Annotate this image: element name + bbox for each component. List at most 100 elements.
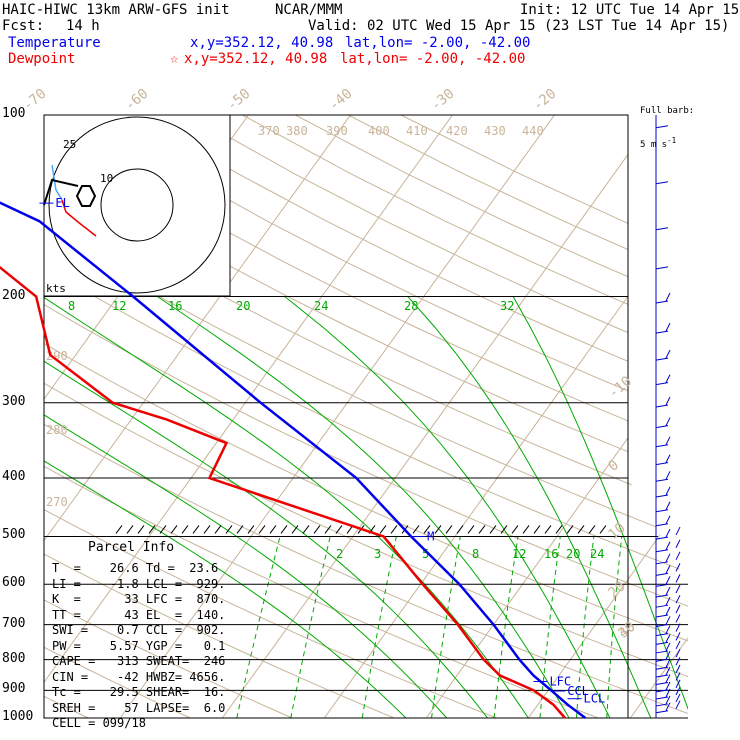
mixing-ratio-label: 8 — [472, 547, 479, 561]
pressure-tick-label: 900 — [2, 681, 26, 697]
temperature-latlon: lat,lon= -2.00, -42.00 — [345, 35, 531, 51]
dry-adiabat-line — [44, 115, 599, 718]
wind-barb — [675, 584, 681, 594]
wind-barb — [665, 625, 671, 634]
isotherm-line — [732, 115, 740, 718]
isotherm-line — [527, 115, 688, 718]
wind-barb — [655, 181, 669, 185]
dry-adiabat-line — [44, 115, 191, 718]
init-time: Init: 12 UTC Tue 14 Apr 15 — [520, 2, 740, 18]
wind-barb — [665, 436, 671, 446]
parcel-info-row: K = 33 LFC = 870. — [52, 592, 226, 606]
isotherm-line — [44, 115, 249, 718]
dry-adiabat-line — [44, 115, 688, 718]
dry-adiabat-line — [44, 115, 395, 718]
hatch-mark — [445, 525, 453, 534]
dry-adiabat-line — [295, 115, 688, 718]
pressure-tick-label: 400 — [2, 469, 26, 485]
hodograph-ring-10 — [100, 168, 174, 242]
wind-barb — [655, 594, 669, 598]
pressure-tick-label: 500 — [2, 527, 26, 543]
hatch-mark — [379, 525, 387, 534]
isotherm-label: -40 — [326, 86, 356, 115]
wind-barb — [655, 689, 669, 693]
hatch-mark — [434, 525, 442, 534]
moist-adiabat-line — [512, 296, 688, 718]
wind-barb — [665, 292, 671, 302]
annotation-label: CCL — [567, 684, 589, 698]
wind-barb — [655, 710, 669, 714]
barb-legend-line1: Full barb: — [640, 106, 695, 116]
dry-adiabat-line — [44, 115, 688, 718]
wind-barb — [665, 528, 671, 538]
wind-barb — [665, 349, 671, 359]
wind-barb — [665, 650, 671, 660]
dewpoint-xy: x,y=352.12, 40.98 — [184, 51, 328, 67]
mixing-ratio-label: 8 — [68, 299, 75, 313]
wind-barb — [655, 641, 669, 645]
wind-barb — [665, 541, 671, 550]
isotherm-line — [44, 115, 351, 718]
fcst-label: Fcst: — [2, 18, 45, 34]
dry-adiabat-line — [44, 115, 688, 718]
parcel-info-row: SWI = 0.7 CCL = 902. — [52, 623, 226, 637]
hodograph-box — [43, 114, 231, 297]
dry-adiabat-line — [83, 115, 688, 718]
wind-barb — [675, 700, 681, 709]
hatch-mark — [511, 525, 519, 534]
wind-barb — [675, 693, 681, 703]
wind-barb — [655, 227, 669, 231]
wind-barb — [655, 462, 669, 466]
hodograph-units: kts — [46, 282, 66, 295]
hatch-mark — [335, 525, 343, 534]
wind-barb — [675, 632, 681, 641]
hatch-mark — [456, 525, 464, 534]
dewpoint-star-icon: ☆ — [170, 51, 179, 67]
wind-barb — [665, 486, 671, 496]
wind-barb — [665, 606, 671, 616]
theta-label: 270 — [46, 495, 68, 509]
wind-barb — [655, 623, 669, 627]
wind-barb — [665, 586, 671, 596]
hodograph-ring-25 — [48, 116, 226, 294]
wind-barb — [675, 686, 681, 696]
hatch-mark — [577, 525, 585, 534]
wind-barb — [665, 501, 671, 511]
wind-barb — [675, 614, 681, 623]
wind-barb — [665, 553, 671, 563]
dewpoint-latlon: lat,lon= -2.00, -42.00 — [340, 51, 526, 67]
pressure-tick-label: 100 — [2, 106, 26, 121]
wind-barb — [665, 688, 671, 698]
org-label: NCAR/MMM — [275, 2, 343, 18]
hatch-mark — [280, 525, 288, 534]
wind-barb — [655, 523, 669, 527]
wind-barb — [675, 563, 681, 572]
parcel-info-row: T = 26.6 Td = 23.6 — [52, 561, 219, 575]
dry-adiabat-line — [44, 115, 293, 718]
wind-barb — [665, 674, 671, 683]
pressure-tick-label: 1000 — [2, 709, 34, 724]
isotherm-label: -10 — [605, 373, 635, 402]
annotation-label: LCL — [584, 692, 606, 706]
wind-barb — [655, 478, 669, 482]
mixing-ratio-label: 28 — [404, 299, 418, 313]
dry-adiabat-line — [44, 115, 688, 718]
wind-barb — [655, 125, 669, 129]
wind-barb — [675, 604, 681, 614]
hatch-mark — [467, 525, 475, 534]
mixing-ratio-label: 16 — [544, 547, 558, 561]
mixing-ratio-label: 3 — [374, 547, 381, 561]
theta-label: 400 — [368, 124, 390, 138]
theta-label: 280 — [46, 423, 68, 437]
parcel-info-row: LI = -1.8 LCL = 929. — [52, 576, 226, 591]
wind-barb — [665, 576, 671, 585]
plot-border — [43, 114, 629, 719]
fcst-value: 14 h — [66, 18, 100, 34]
dry-adiabat-line — [44, 115, 688, 718]
hatch-mark — [478, 525, 486, 534]
wind-barb — [665, 454, 671, 463]
hatch-mark — [423, 525, 431, 534]
wind-barb — [655, 658, 669, 662]
hatch-mark — [489, 525, 497, 534]
pressure-tick-label: 300 — [2, 393, 26, 409]
